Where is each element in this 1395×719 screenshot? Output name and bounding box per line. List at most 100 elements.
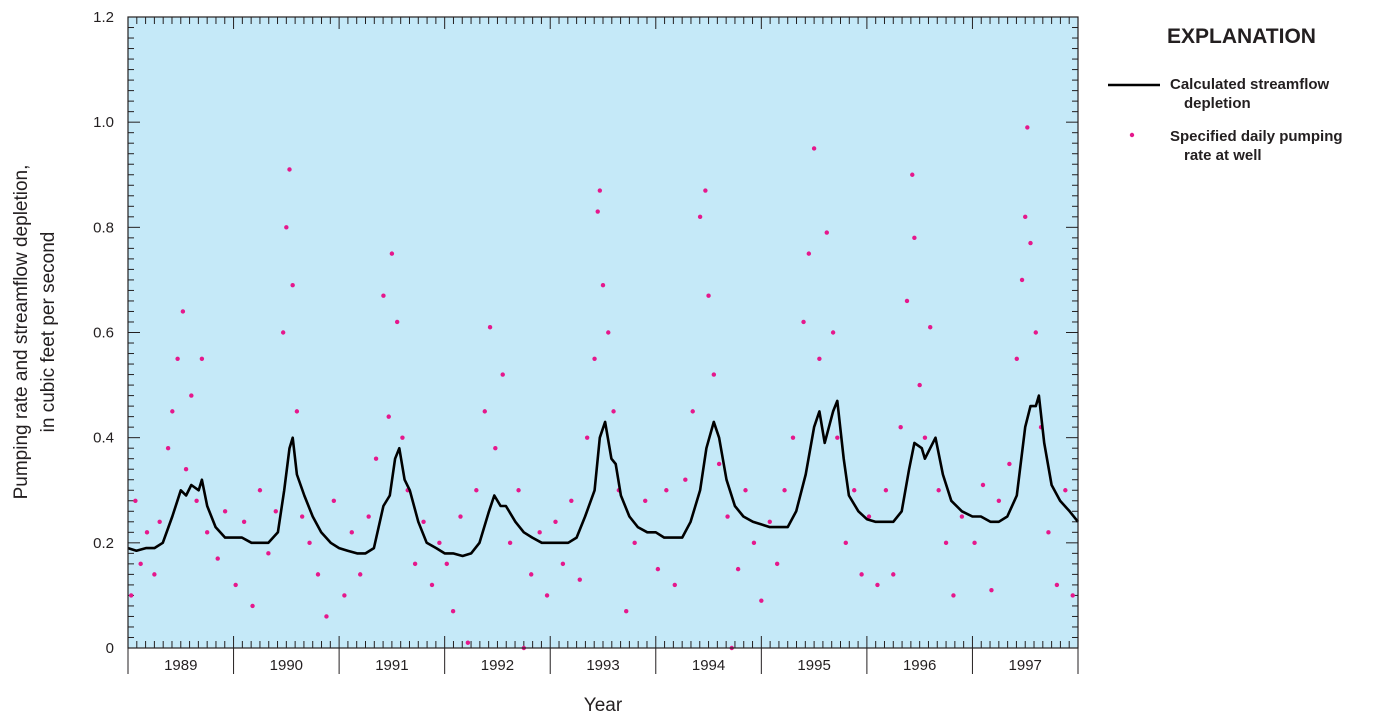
pumping-point: [655, 566, 661, 572]
pumping-point: [437, 540, 442, 546]
pumping-point: [830, 330, 836, 335]
y-tick-label: 0.6: [93, 325, 114, 342]
pumping-point: [366, 514, 371, 519]
legend-item: Specified daily pumping rate at well: [1100, 127, 1390, 165]
pumping-point: [157, 519, 162, 524]
pumping-point: [189, 393, 194, 398]
pumping-point: [767, 519, 772, 524]
pumping-point: [170, 409, 175, 414]
pumping-point: [782, 488, 787, 493]
y-axis-label: Pumping rate and streamflow depletion,: [11, 165, 32, 500]
legend: EXPLANATION Calculated streamflow deplet…: [1100, 25, 1390, 165]
pumping-point: [912, 235, 917, 241]
pumping-point: [324, 614, 329, 619]
x-tick-label: 1994: [692, 657, 725, 674]
pumping-point: [560, 561, 566, 567]
pumping-point: [624, 608, 629, 614]
y-tick-label: 1.0: [93, 114, 114, 131]
pumping-point: [1025, 125, 1030, 130]
pumping-point: [980, 482, 986, 488]
pumping-point: [381, 293, 386, 298]
pumping-point: [493, 445, 498, 451]
pumping-point: [250, 603, 255, 609]
pumping-point: [1063, 488, 1068, 493]
pumping-point: [577, 577, 582, 582]
pumping-point: [1070, 593, 1075, 598]
pumping-point: [811, 146, 817, 151]
pumping-point: [444, 561, 449, 567]
pumping-point: [1028, 240, 1033, 246]
plot-frame: [127, 16, 1079, 649]
pumping-point: [465, 640, 471, 645]
pumping-point: [664, 488, 669, 493]
pumping-point: [180, 309, 186, 314]
depletion-line: [127, 394, 1080, 558]
pumping-point: [703, 188, 708, 193]
pumping-point: [959, 514, 965, 519]
pumping-point: [922, 435, 928, 440]
legend-title: EXPLANATION: [1167, 25, 1316, 48]
pumping-point: [759, 598, 764, 603]
pumping-point: [859, 572, 864, 577]
legend-label: Specified daily pumping rate at well: [1170, 128, 1343, 164]
pumping-point: [553, 519, 558, 524]
x-tick-label: 1991: [375, 657, 408, 674]
pumping-point: [996, 498, 1002, 503]
pumping-point: [606, 330, 611, 335]
pumping-point: [1019, 277, 1025, 283]
pumping-point: [331, 498, 337, 503]
pumping-point: [597, 188, 603, 193]
x-tick-label: 1993: [586, 657, 619, 674]
y-tick-label: 0.4: [93, 430, 114, 447]
pumping-point: [199, 356, 205, 361]
x-tick-label: 1997: [1009, 657, 1042, 674]
pumping-point: [294, 409, 300, 414]
pumping-point: [697, 214, 703, 220]
pumping-point: [241, 519, 247, 524]
pumping-point: [144, 530, 150, 535]
pumping-point: [257, 488, 263, 493]
pumping-point: [600, 282, 606, 288]
legend-dot: [1129, 132, 1135, 138]
pumping-point: [936, 488, 941, 493]
pumping-point: [266, 551, 271, 556]
pumping-point: [233, 582, 238, 588]
plot-background: [128, 17, 1078, 648]
pumping-point: [450, 608, 456, 614]
pumping-point: [284, 225, 289, 230]
pumping-point: [394, 319, 400, 325]
pumping-point: [400, 435, 405, 440]
x-tick-label: 1992: [481, 657, 514, 674]
pumping-point: [544, 593, 550, 598]
pumping-point: [716, 461, 722, 467]
pumping-point: [458, 514, 463, 519]
pumping-point: [1054, 582, 1060, 588]
pumping-point: [165, 445, 171, 451]
pumping-point: [843, 540, 848, 546]
pumping-point: [315, 572, 321, 577]
pumping-point: [725, 514, 730, 519]
pumping-point: [928, 325, 933, 330]
pumping-point: [412, 561, 418, 567]
pumping-point: [273, 509, 278, 514]
pumping-point: [1007, 461, 1012, 467]
pumping-point: [690, 409, 695, 414]
pumping-point: [516, 488, 521, 493]
x-tick-label: 1990: [270, 657, 303, 674]
pumping-point: [128, 593, 134, 598]
pumping-point: [373, 456, 379, 461]
pumping-point: [917, 382, 922, 388]
pumping-point: [389, 251, 395, 256]
pumping-point: [972, 540, 977, 546]
x-tick-label: 1996: [903, 657, 936, 674]
pumping-point: [824, 230, 829, 235]
pumping-point: [507, 540, 513, 546]
pumping-point: [138, 561, 143, 567]
pumping-point: [215, 556, 220, 561]
legend-item: Calculated streamflow depletion: [1100, 75, 1390, 113]
pumping-point: [790, 435, 796, 440]
pumping-point: [152, 572, 157, 577]
pumping-point: [904, 298, 910, 304]
y-tick-label: 0: [106, 640, 114, 657]
pumping-point: [989, 587, 994, 593]
